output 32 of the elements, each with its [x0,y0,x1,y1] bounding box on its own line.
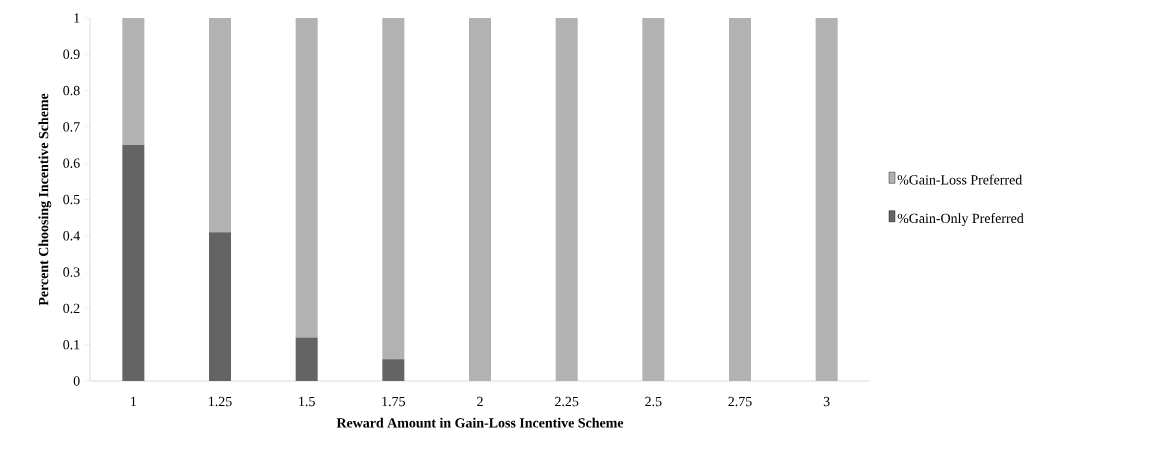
legend-label: %Gain-Loss Preferred [897,174,1023,185]
x-tick-label: 1.25 [209,396,232,407]
bar [295,17,318,338]
y-tick-label: 0.4 [63,231,80,241]
y-tick-label: 1 [74,13,80,23]
x-tick-label: 2.5 [645,396,662,407]
y-tick-label: 0.6 [63,158,80,168]
y-tick-label: 0.3 [63,267,80,277]
bar [122,145,145,381]
x-tick-label: 2.75 [728,396,752,407]
y-tick-label: 0.7 [63,122,80,132]
x-tick-label: 2.25 [555,396,579,407]
bar [382,17,405,360]
y-tick-label: 0.1 [63,339,80,350]
legend-label: %Gain-Only Preferred [897,213,1024,226]
x-tick-label: 1 [131,396,136,407]
bar [295,337,318,381]
bar [122,17,145,146]
y-tick-label: 0.9 [63,49,80,60]
y-tick-label: 0 [73,376,80,386]
y-tick-label: 0.2 [63,303,80,314]
bar [209,232,232,381]
x-axis-title: Reward Amount in Gain-Loss Incentive Scheme [336,417,624,428]
x-tick-label: 1.75 [382,396,406,407]
x-tick-label: 3 [823,396,830,407]
y-tick-label: 0.8 [63,85,80,96]
bar [382,359,405,381]
x-tick-label: 2 [477,396,483,407]
bar [209,17,232,233]
y-axis-title: Percent Choosing Incentive Scheme [38,93,52,306]
x-tick-label: 1.5 [299,396,315,407]
y-tick-label: 0.5 [63,194,80,205]
